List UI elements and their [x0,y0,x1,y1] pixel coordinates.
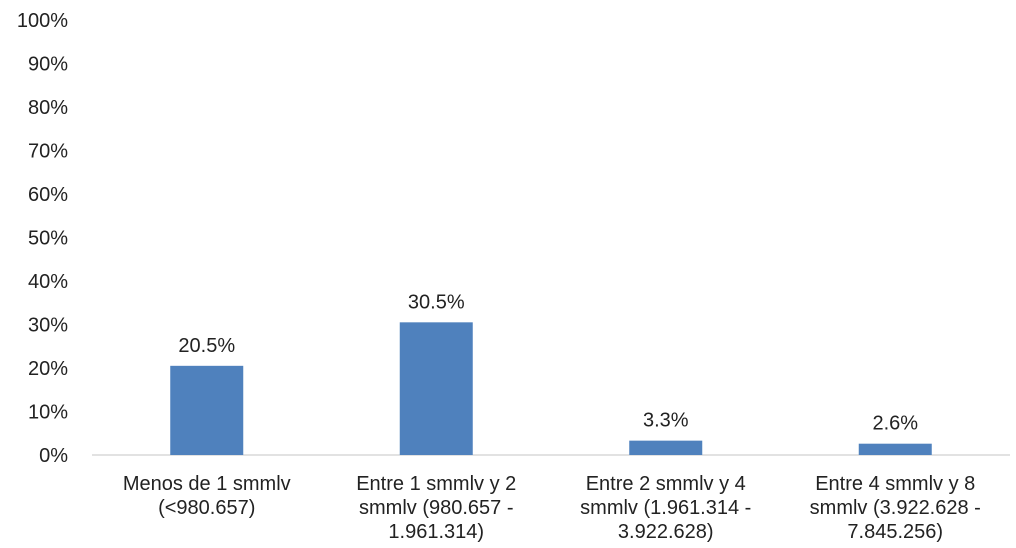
category-label-line: 1.961.314) [388,521,484,543]
category-label-line: 3.922.628) [618,521,714,543]
y-tick-label: 80% [28,97,68,119]
bar [170,365,244,455]
data-labels: 20.5% 30.5% 3.3% 2.6% [178,291,918,434]
category-label: Menos de 1 smmlv (<980.657) [123,473,291,519]
data-label: 3.3% [643,410,689,432]
y-tick-label: 30% [28,315,68,337]
x-axis-category-labels: Menos de 1 smmlv (<980.657) Entre 1 smmlv … [123,473,981,543]
category-label-line: (<980.657) [158,497,255,519]
bars [170,322,932,455]
category-label: Entre 4 smmlv y 8 smmlv (3.922.628 -7.845… [810,473,981,543]
data-label: 2.6% [872,413,918,435]
category-label: Entre 1 smmlv y 2 smmlv (980.657 -1.961.3… [356,473,516,543]
category-label: Entre 2 smmlv y 4 smmlv (1.961.314 -3.922… [580,473,751,543]
category-label-line: Entre 2 smmlv y 4 [586,473,746,495]
category-label-line: Entre 4 smmlv y 8 [815,473,975,495]
y-tick-label: 100% [17,10,68,32]
bar [399,322,473,455]
bar [858,443,932,455]
y-tick-label: 0% [39,445,68,467]
bar [629,440,703,455]
category-label-line: 7.845.256) [847,521,943,543]
y-tick-label: 50% [28,228,68,250]
y-tick-label: 70% [28,141,68,163]
data-label: 30.5% [408,291,465,313]
y-tick-label: 40% [28,271,68,293]
category-label-line: smmlv (1.961.314 - [580,497,751,519]
data-label: 20.5% [178,335,235,357]
category-label-line: smmlv (3.922.628 - [810,497,981,519]
category-label-line: Menos de 1 smmlv [123,473,291,495]
y-axis-tick-labels: 0% 10% 20% 30% 40% 50% 60% 70% 80% 90% 100% [17,10,68,467]
y-tick-label: 60% [28,184,68,206]
category-label-line: Entre 1 smmlv y 2 [356,473,516,495]
y-tick-label: 90% [28,54,68,76]
category-label-line: smmlv (980.657 - [359,497,514,519]
y-tick-label: 20% [28,358,68,380]
y-tick-label: 10% [28,402,68,424]
